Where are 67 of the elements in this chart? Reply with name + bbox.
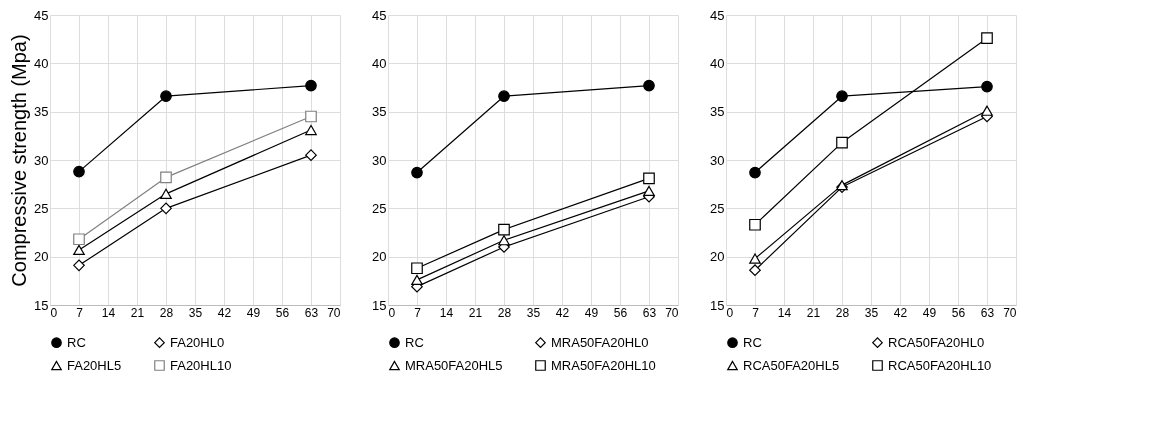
y-tick-label: 25 [710, 200, 725, 216]
x-tick-label: 56 [275, 305, 290, 320]
legend-label: RCA50FA20HL5 [743, 357, 840, 373]
x-tick-label: 7 [414, 305, 422, 320]
y-tick-label: 20 [34, 249, 49, 265]
y-tick-label: 20 [372, 249, 387, 265]
legend-label: RCA50FA20HL10 [888, 357, 992, 373]
x-tick-label: 70 [327, 305, 341, 320]
x-tick-label: 63 [304, 305, 319, 320]
x-tick-label: 49 [246, 305, 261, 320]
x-tick-label: 0 [388, 305, 396, 320]
x-tick-label: 35 [526, 305, 541, 320]
y-tick-label: 40 [372, 55, 387, 71]
legend-label: MRA50FA20HL5 [405, 357, 503, 373]
y-tick-label: 25 [34, 200, 49, 216]
y-tick-label: 35 [372, 104, 387, 120]
x-tick-label: 35 [188, 305, 203, 320]
y-tick-label: 30 [710, 152, 725, 168]
y-axis-title: Compressive strength (Mpa) [8, 34, 31, 287]
x-tick-label: 56 [951, 305, 966, 320]
legend-label: RC [67, 334, 86, 350]
x-tick-label: 70 [1003, 305, 1017, 320]
legend-label: FA20HL5 [67, 357, 122, 373]
x-tick-label: 70 [665, 305, 679, 320]
x-tick-label: 28 [835, 305, 850, 320]
y-tick-label: 45 [372, 7, 387, 23]
x-tick-label: 7 [752, 305, 760, 320]
y-tick-label: 15 [34, 297, 49, 313]
legend-label: FA20HL0 [170, 334, 225, 350]
y-tick-label: 40 [710, 55, 725, 71]
x-tick-label: 49 [922, 305, 937, 320]
y-tick-label: 20 [710, 249, 725, 265]
x-tick-label: 7 [76, 305, 84, 320]
x-tick-label: 14 [777, 305, 792, 320]
x-tick-label: 56 [613, 305, 628, 320]
x-tick-label: 63 [980, 305, 995, 320]
y-tick-label: 15 [710, 297, 725, 313]
x-tick-label: 42 [217, 305, 232, 320]
legend-label: FA20HL10 [170, 357, 232, 373]
x-tick-label: 63 [642, 305, 657, 320]
y-tick-label: 45 [34, 7, 49, 23]
x-tick-label: 42 [893, 305, 908, 320]
y-tick-label: 30 [34, 152, 49, 168]
y-tick-label: 35 [34, 104, 49, 120]
x-tick-label: 21 [130, 305, 145, 320]
y-tick-label: 15 [372, 297, 387, 313]
legend-label: MRA50FA20HL0 [551, 334, 649, 350]
x-tick-label: 49 [584, 305, 599, 320]
y-tick-label: 40 [34, 55, 49, 71]
x-tick-label: 21 [806, 305, 821, 320]
x-tick-label: 14 [439, 305, 454, 320]
legend-label: RC [743, 334, 762, 350]
legend-label: RCA50FA20HL0 [888, 334, 985, 350]
y-tick-label: 45 [710, 7, 725, 23]
x-tick-label: 28 [497, 305, 512, 320]
y-tick-label: 25 [372, 200, 387, 216]
x-tick-label: 42 [555, 305, 570, 320]
x-tick-label: 28 [159, 305, 174, 320]
x-tick-label: 0 [50, 305, 58, 320]
legend-label: MRA50FA20HL10 [551, 357, 656, 373]
x-tick-label: 35 [864, 305, 879, 320]
y-tick-label: 30 [372, 152, 387, 168]
y-tick-label: 35 [710, 104, 725, 120]
x-tick-label: 14 [101, 305, 116, 320]
legend-label: RC [405, 334, 424, 350]
x-tick-label: 0 [726, 305, 734, 320]
x-tick-label: 21 [468, 305, 483, 320]
